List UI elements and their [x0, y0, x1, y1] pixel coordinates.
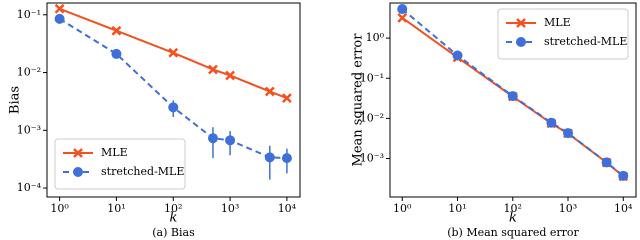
marker	[168, 102, 179, 113]
marker	[601, 157, 612, 168]
x-tick-label: 10³	[221, 202, 239, 215]
x-tick-label: 10¹	[107, 202, 125, 215]
y-tick-label: 10⁰	[366, 31, 385, 44]
legend-label: MLE	[101, 146, 128, 159]
legend-marker	[73, 148, 83, 158]
marker	[225, 70, 235, 81]
y-axis-label: Mean squared error	[351, 33, 366, 167]
series	[54, 3, 292, 104]
legend-box	[497, 8, 629, 60]
y-tick-label: 10⁻¹	[17, 8, 41, 21]
marker	[207, 133, 218, 144]
legend-marker	[73, 167, 83, 177]
series	[397, 4, 629, 181]
x-tick-label: 10⁰	[50, 202, 69, 215]
y-axis-label: Bias	[8, 86, 23, 114]
legend-label: stretched-MLE	[544, 35, 627, 48]
x-tick-label: 10²	[164, 202, 182, 215]
x-tick-label: 10³	[559, 202, 577, 215]
marker	[281, 153, 292, 164]
y-tick-label: 10⁻³	[17, 123, 41, 136]
x-axis-label: k	[170, 211, 178, 226]
y-tick-label: 10⁻⁴	[17, 181, 42, 194]
caption: (b) Mean squared error	[447, 226, 579, 239]
y-tick-label: 10⁻²	[17, 66, 41, 79]
marker	[618, 170, 629, 181]
legend-box	[54, 138, 186, 190]
marker	[452, 50, 463, 61]
marker	[507, 91, 518, 102]
marker	[264, 86, 275, 97]
x-tick-label: 10²	[504, 202, 522, 215]
marker	[111, 25, 122, 36]
marker	[546, 117, 557, 128]
marker	[563, 128, 574, 139]
marker	[208, 64, 218, 75]
legend-marker	[516, 18, 526, 28]
marker	[54, 13, 65, 24]
legend-label: stretched-MLE	[101, 165, 184, 178]
x-tick-label: 10⁴	[278, 202, 297, 215]
marker	[397, 4, 408, 15]
marker	[111, 48, 122, 59]
y-tick-label: 10⁻³	[360, 152, 384, 165]
caption: (a) Bias	[152, 226, 195, 239]
marker	[54, 3, 65, 14]
legend-label: MLE	[544, 16, 571, 29]
legend-marker	[516, 37, 526, 47]
y-tick-label: 10⁻²	[360, 111, 384, 124]
marker	[264, 152, 275, 163]
series	[54, 13, 292, 180]
x-tick-label: 10⁰	[393, 202, 412, 215]
x-tick-label: 10¹	[448, 202, 466, 215]
x-axis-label: k	[509, 211, 517, 226]
marker	[397, 12, 408, 23]
marker	[225, 135, 236, 146]
marker	[282, 93, 292, 104]
marker	[168, 47, 179, 58]
y-tick-label: 10⁻¹	[360, 71, 384, 84]
x-tick-label: 10⁴	[614, 202, 633, 215]
